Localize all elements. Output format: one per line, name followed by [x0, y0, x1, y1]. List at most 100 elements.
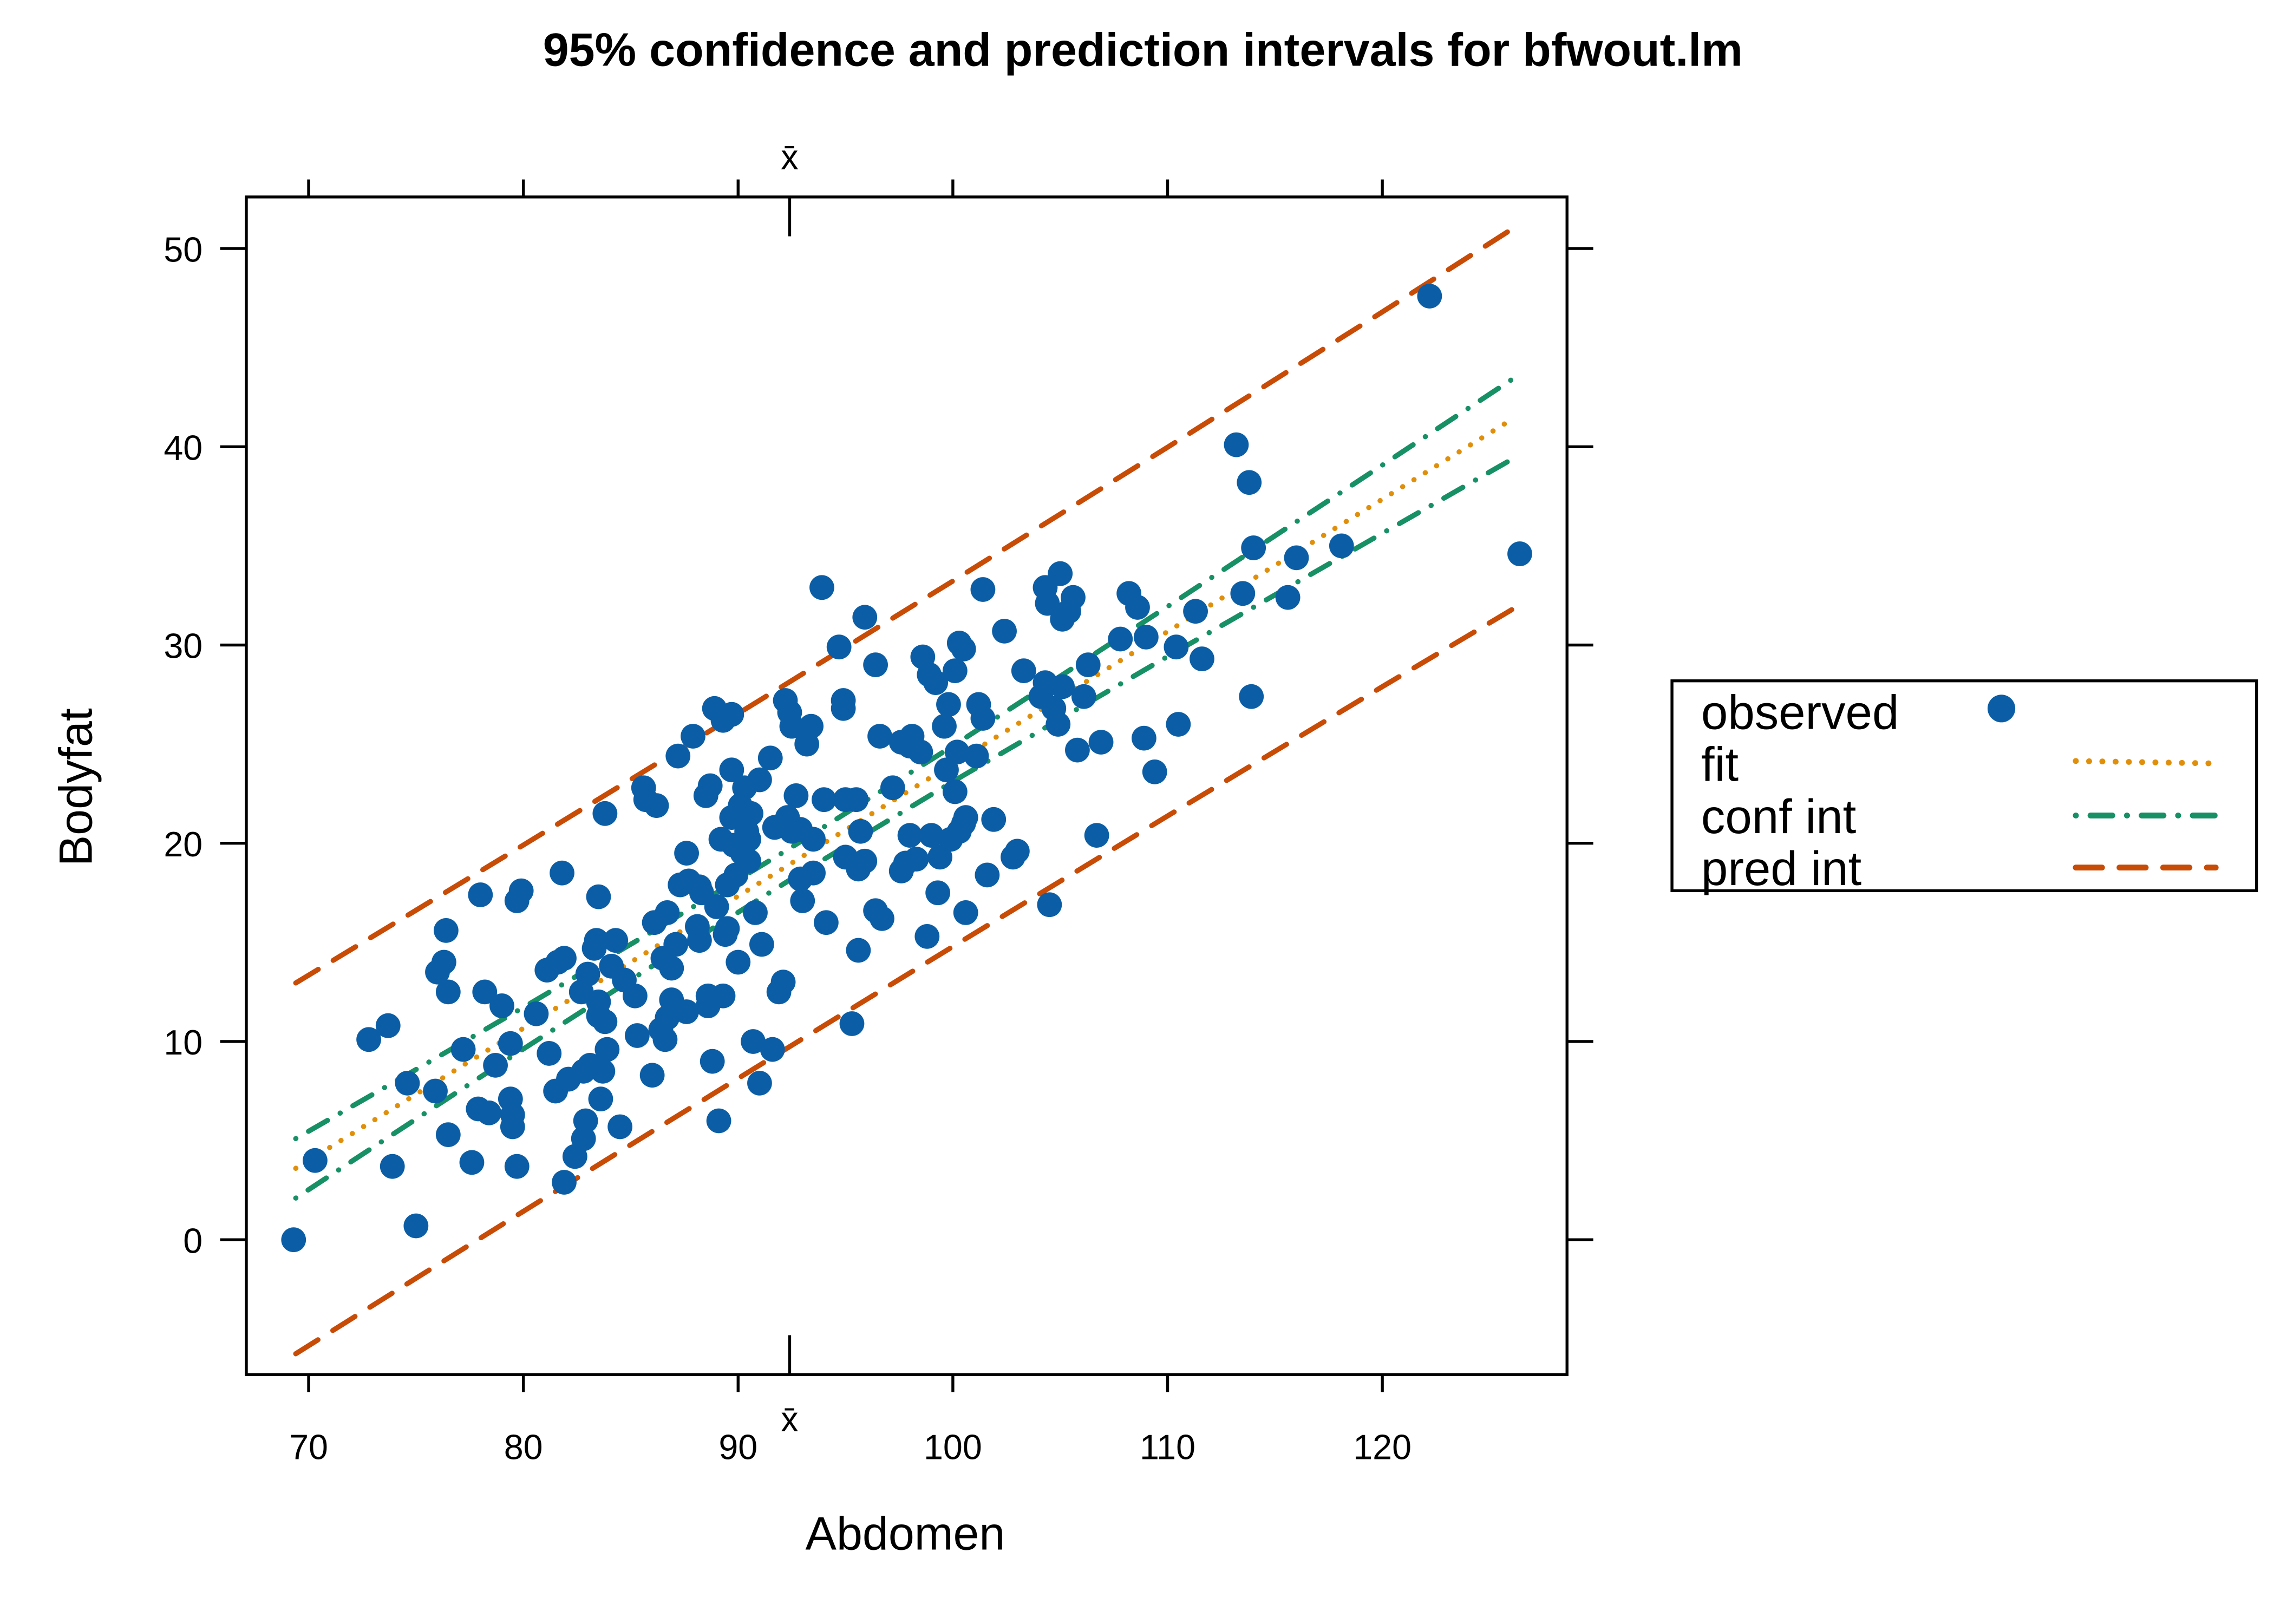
observed-point	[706, 1108, 731, 1134]
observed-point	[812, 787, 837, 813]
observed-point	[607, 1114, 633, 1140]
observed-point	[951, 636, 976, 662]
observed-point	[500, 1114, 525, 1140]
observed-point	[1050, 674, 1075, 699]
legend-label: observed	[1701, 686, 1899, 739]
observed-point	[831, 688, 856, 713]
observed-point	[1037, 892, 1062, 918]
observed-point	[665, 743, 691, 769]
observed-point	[1084, 823, 1109, 848]
observed-point	[687, 928, 712, 953]
observed-point	[1061, 585, 1086, 610]
legend-line-dotted	[2073, 758, 2219, 767]
observed-point	[719, 757, 744, 783]
observed-point	[897, 823, 923, 848]
observed-point	[508, 878, 534, 903]
y-tick-label: 30	[164, 627, 202, 666]
chart-title: 95% confidence and prediction intervals …	[543, 24, 1743, 76]
observed-point	[739, 801, 763, 826]
x-tick-label: 120	[1353, 1427, 1412, 1466]
observed-point	[867, 724, 892, 749]
observed-point	[710, 983, 736, 1009]
observed-point	[432, 949, 456, 975]
observed-point	[944, 739, 970, 765]
observed-point	[880, 775, 905, 801]
observed-point	[923, 670, 949, 695]
observed-point	[799, 713, 824, 739]
legend-label: fit	[1701, 738, 1739, 791]
x-tick-label: 100	[924, 1427, 982, 1466]
observed-point	[839, 1011, 865, 1036]
observed-point	[450, 1037, 476, 1062]
observed-point	[1133, 624, 1159, 650]
observed-point	[380, 1154, 405, 1179]
fit-line	[293, 414, 1518, 1171]
observed-point	[700, 1049, 725, 1074]
observed-point	[970, 706, 996, 731]
observed-point	[433, 918, 459, 943]
observed-point	[375, 1013, 401, 1038]
observed-point	[970, 577, 996, 602]
observed-point	[1125, 595, 1150, 620]
observed-point	[550, 860, 574, 886]
observed-point	[914, 924, 940, 949]
xbar-label-top: x̄	[781, 138, 798, 177]
y-tick-label: 40	[164, 429, 202, 468]
observed-point	[1241, 535, 1266, 560]
observed-point	[588, 1086, 613, 1112]
observed-point	[498, 1031, 523, 1056]
observed-point	[736, 827, 761, 852]
observed-point	[468, 882, 493, 907]
observed-point	[844, 787, 869, 813]
observed-point	[552, 1170, 577, 1195]
observed-point	[1224, 432, 1249, 457]
interval-lines	[293, 224, 1518, 1357]
observed-point	[1035, 591, 1060, 616]
observed-point	[524, 1001, 549, 1026]
observed-point	[736, 848, 761, 874]
observed-point	[1088, 730, 1114, 755]
y-tick-label: 10	[164, 1023, 202, 1062]
observed-point	[639, 1063, 665, 1088]
observed-point	[1004, 839, 1030, 864]
observed-point	[757, 745, 783, 771]
xbar-label-bottom: x̄	[781, 1400, 798, 1439]
observed-point	[603, 928, 629, 953]
x-tick-label: 70	[289, 1427, 328, 1466]
observed-point	[623, 983, 648, 1009]
observed-point	[719, 702, 744, 727]
observed-point	[1142, 759, 1167, 784]
observed-point	[790, 888, 815, 913]
observed-point	[592, 801, 618, 826]
y-tick-label: 0	[183, 1221, 202, 1260]
legend-box	[1670, 679, 2258, 893]
observed-point	[459, 1150, 485, 1175]
pred-int-upper-line	[293, 224, 1518, 986]
plot-panel	[245, 195, 1569, 1376]
observed-point	[476, 1100, 502, 1125]
observed-point	[1065, 737, 1090, 763]
observed-point	[423, 1078, 448, 1104]
observed-point	[942, 658, 968, 684]
observed-point	[1045, 712, 1071, 737]
observed-point	[652, 1027, 678, 1052]
observed-point	[659, 955, 684, 981]
x-axis-label: Abdomen	[806, 1508, 1005, 1560]
observed-point	[663, 932, 689, 957]
observed-point	[934, 757, 959, 783]
observed-point	[953, 805, 978, 830]
observed-point	[770, 970, 796, 994]
observed-point	[870, 906, 894, 931]
observed-point	[846, 938, 871, 963]
observed-point	[749, 932, 774, 957]
observed-point	[992, 618, 1017, 644]
observed-point	[584, 928, 609, 953]
observed-point	[919, 823, 944, 848]
observed-point	[681, 724, 705, 749]
observed-point	[592, 1009, 618, 1034]
observed-point	[1071, 684, 1096, 709]
observed-point	[594, 1037, 620, 1062]
x-tick-label: 90	[718, 1427, 757, 1466]
